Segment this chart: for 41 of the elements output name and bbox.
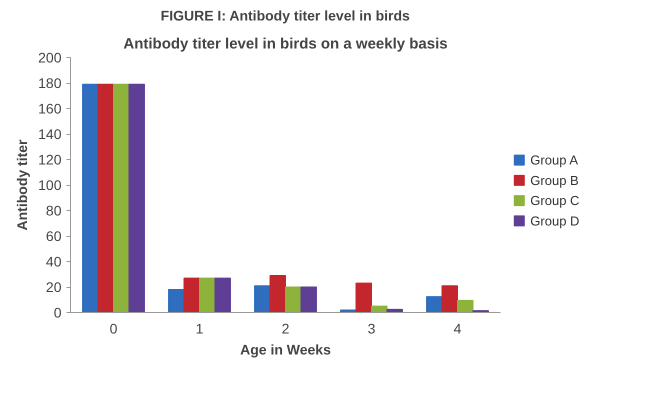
bar [113,84,130,312]
y-tick-label: 0 [54,304,62,320]
x-tick-label: 3 [368,320,376,336]
x-tick-label: 2 [282,320,290,336]
bar [82,84,99,312]
bar [371,306,388,312]
legend-label: Group D [530,213,580,228]
bar [98,84,114,312]
x-tick-label: 1 [196,320,204,336]
bar [128,84,145,312]
y-tick-label: 140 [38,126,62,142]
x-tick-label: 4 [454,320,462,336]
x-axis-title: Age in Weeks [240,342,332,358]
bar [426,296,443,312]
legend-label: Group A [530,152,578,168]
bar [285,286,302,312]
chart-title: FIGURE I: Antibody titer level in birds [160,8,410,24]
x-tick-label: 0 [110,320,118,336]
y-tick-label: 100 [38,177,62,193]
bar [184,278,200,312]
bar [214,278,231,312]
bar [457,300,474,312]
y-axis-title: Antibody titer [14,138,30,230]
y-tick-label: 60 [46,228,62,244]
y-tick-label: 20 [46,279,62,295]
legend-label: Group B [530,172,579,188]
bar [300,286,317,312]
y-tick-label: 40 [46,254,62,270]
y-tick-label: 180 [38,75,62,91]
bar [199,278,216,312]
bar [270,275,286,312]
legend-label: Group C [530,193,580,208]
bar [254,285,271,312]
bar [442,285,458,312]
bar [356,282,372,312]
y-tick-label: 120 [38,152,62,168]
chart-subtitle: Antibody titer level in birds on a weekly basis [123,36,448,52]
bar [168,289,185,312]
y-tick-label: 80 [46,202,62,218]
y-tick-label: 200 [38,50,62,66]
y-tick-label: 160 [38,100,62,116]
